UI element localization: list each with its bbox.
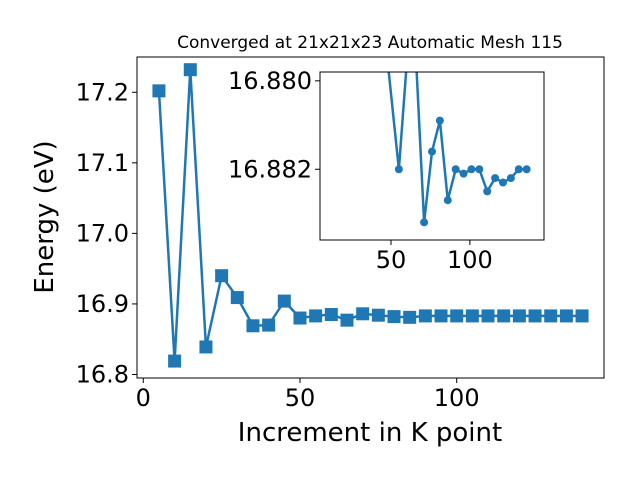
- main-data-point: [340, 313, 354, 327]
- inset-y-tick-label: 16.880: [228, 67, 312, 95]
- main-data-point: [356, 307, 370, 321]
- inset-data-point: [506, 174, 515, 183]
- main-data-point: [262, 318, 276, 332]
- inset-data-point: [428, 147, 436, 156]
- inset-data-point: [514, 165, 523, 174]
- inset-data-point: [443, 196, 452, 205]
- main-data-point: [293, 311, 307, 325]
- inset-data-point: [522, 165, 531, 174]
- main-x-tick-label: 100: [434, 384, 480, 412]
- inset-x-tick-label: 50: [376, 246, 407, 274]
- main-data-point: [481, 309, 495, 323]
- inset-data-point: [498, 178, 507, 187]
- main-data-point: [324, 308, 338, 322]
- inset-data-point: [394, 165, 403, 174]
- main-data-point: [450, 309, 464, 323]
- main-data-point: [183, 63, 197, 77]
- main-data-point: [215, 269, 229, 283]
- y-axis-label: Energy (eV): [30, 140, 60, 293]
- chart-title: Converged at 21x21x23 Automatic Mesh 115: [177, 33, 563, 53]
- main-data-point: [434, 309, 448, 323]
- main-data-point: [544, 309, 558, 323]
- main-data-point: [512, 309, 526, 323]
- main-data-point: [152, 84, 166, 98]
- main-y-tick-label: 17.0: [76, 219, 129, 247]
- inset-data-point: [467, 165, 476, 174]
- main-data-point: [575, 309, 589, 323]
- inset-plot-frame: [319, 71, 545, 241]
- inset-data-point: [475, 165, 484, 174]
- inset-series: [384, 59, 531, 227]
- main-data-point: [387, 310, 401, 324]
- main-y-tick-label: 16.9: [76, 290, 129, 318]
- inset-x-axis: 50 100: [376, 240, 493, 274]
- main-y-tick-label: 16.8: [76, 360, 129, 388]
- main-data-point: [528, 309, 542, 323]
- inset-data-point: [420, 218, 429, 227]
- main-data-point: [559, 309, 573, 323]
- main-data-point: [403, 310, 417, 324]
- main-data-point: [497, 309, 511, 323]
- main-x-tick-label: 0: [136, 384, 151, 412]
- main-y-tick-label: 17.1: [76, 149, 129, 177]
- inset-data-point: [412, 59, 420, 67]
- main-data-point: [199, 340, 213, 354]
- main-x-tick-label: 50: [285, 384, 316, 412]
- inset-y-tick-label: 16.882: [228, 155, 312, 183]
- inset-data-point: [435, 116, 444, 125]
- inset-data-point: [483, 187, 492, 196]
- main-data-point: [418, 309, 432, 323]
- main-data-point: [230, 291, 244, 305]
- inset-data-point: [403, 59, 411, 67]
- main-x-axis: 0 50 100: [136, 378, 480, 412]
- main-plot-frame: [136, 56, 605, 379]
- main-data-point: [277, 294, 291, 308]
- main-series-line: [157, 69, 583, 362]
- inset-data-point: [451, 165, 460, 174]
- main-data-point: [465, 309, 479, 323]
- inset-data-point: [459, 169, 468, 178]
- main-data-point: [168, 354, 182, 368]
- inset-y-axis: 16.880 16.882: [228, 67, 320, 183]
- inset-data-point: [384, 59, 392, 67]
- main-y-axis: 16.8 16.9 17.0 17.1 17.2: [76, 78, 137, 388]
- main-y-tick-label: 17.2: [76, 78, 129, 106]
- inset-data-point: [491, 174, 500, 183]
- main-data-point: [309, 309, 323, 323]
- main-series: [152, 63, 589, 368]
- inset-x-tick-label: 100: [447, 246, 493, 274]
- main-data-point: [246, 319, 260, 333]
- main-data-point: [371, 308, 385, 322]
- x-axis-label: Increment in K point: [238, 418, 502, 448]
